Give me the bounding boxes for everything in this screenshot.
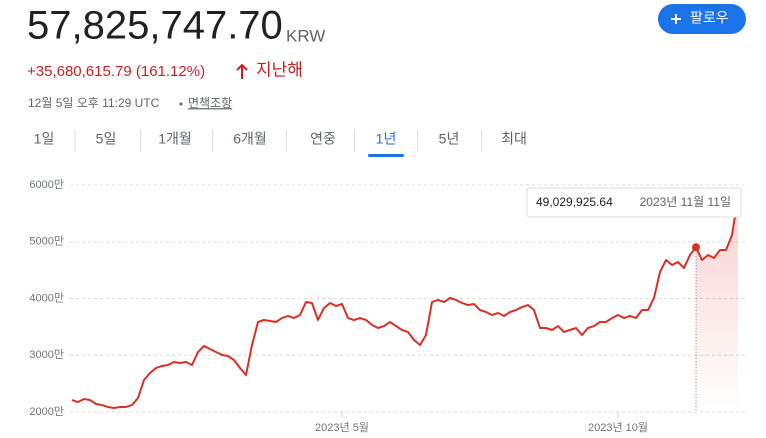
- follow-bg[interactable]: [658, 4, 746, 34]
- hover-point: [692, 243, 700, 252]
- tooltip-value: 49,029,925.64: [536, 195, 613, 209]
- change: +35,680,615.79 (161.12%): [27, 63, 205, 80]
- tab[interactable]: 5일: [96, 131, 117, 147]
- tabs: 1일 5일 1개월 6개월 연중 1년 5년 최대: [34, 130, 527, 157]
- tab[interactable]: 1개월: [158, 131, 192, 147]
- tooltip-box: [526, 187, 742, 218]
- up-arrow: [236, 63, 248, 79]
- x-tick-label: 2023년 10월: [588, 421, 648, 434]
- disclaimer[interactable]: 면책조항: [188, 95, 232, 110]
- price: 57,825,747.70: [27, 4, 283, 48]
- period: 지난해: [256, 60, 303, 79]
- tab[interactable]: 6개월: [233, 131, 267, 147]
- follow-label[interactable]: 팔로우: [690, 10, 729, 26]
- tab[interactable]: 연중: [310, 131, 336, 147]
- plus-icon[interactable]: [671, 14, 681, 24]
- tooltip-date: 2023년 11월 11일: [640, 195, 731, 209]
- y-tick-label: 5000만: [29, 235, 64, 248]
- y-tick-label: 2000만: [29, 405, 64, 418]
- hover-area: [696, 197, 738, 412]
- y-tick-label: 4000만: [29, 291, 64, 304]
- price-line: [71, 197, 739, 410]
- y-tick-label: 3000만: [29, 348, 64, 361]
- currency: KRW: [286, 26, 325, 45]
- follow-button[interactable]: 팔로우: [658, 4, 746, 34]
- tab[interactable]: 최대: [501, 131, 527, 147]
- tab[interactable]: 1일: [34, 131, 55, 147]
- timestamp: 12월 5일 오후 11:29 UTC: [28, 96, 160, 110]
- tab[interactable]: 1년: [376, 131, 397, 147]
- separator-dot: [179, 102, 183, 106]
- tab[interactable]: 5년: [439, 131, 460, 147]
- chart: 2000만 3000만 4000만 5000만 6000만 2023년 5월 2023년 1…: [29, 178, 745, 434]
- x-tick-label: 2023년 5월: [315, 421, 369, 434]
- y-tick-label: 6000만: [29, 178, 64, 191]
- tab-indicator: [368, 154, 404, 157]
